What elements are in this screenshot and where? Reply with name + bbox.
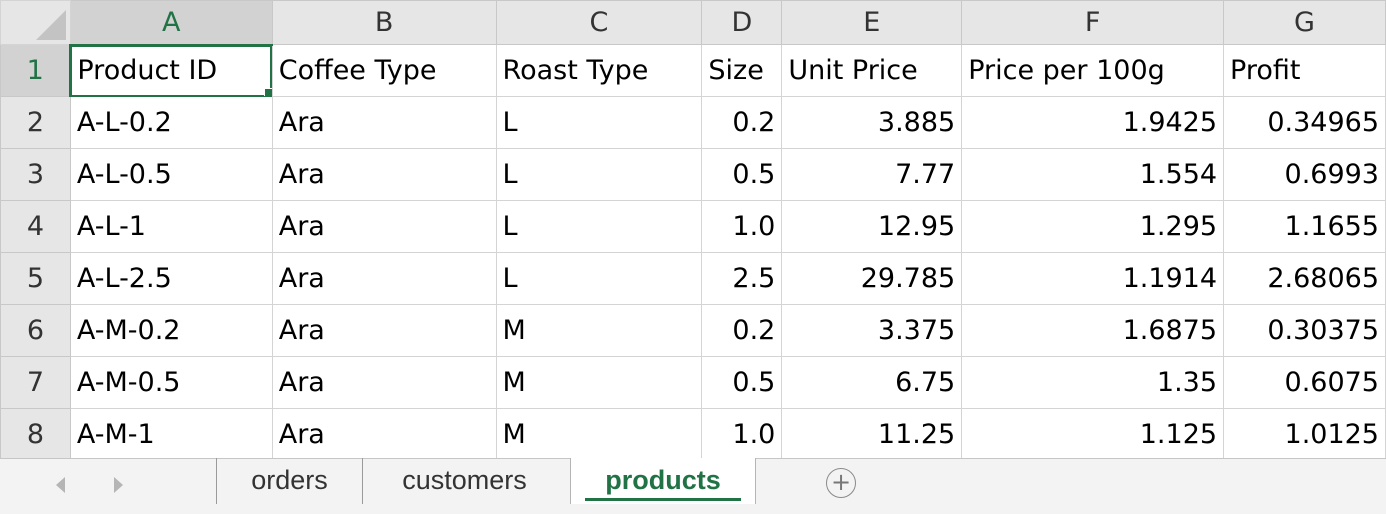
cell[interactable]: 6.75 (781, 356, 963, 409)
table-row: 8 A-M-1 Ara M 1.0 11.25 1.125 1.0125 (0, 408, 1386, 461)
cell[interactable]: 0.34965 (1223, 96, 1386, 149)
table-row: 2 A-L-0.2 Ara L 0.2 3.885 1.9425 0.34965 (0, 96, 1386, 149)
cell[interactable]: 3.885 (781, 96, 963, 149)
cell[interactable]: 1.295 (961, 200, 1225, 253)
table-row: 4 A-L-1 Ara L 1.0 12.95 1.295 1.1655 (0, 200, 1386, 253)
cell[interactable]: A-M-0.5 (69, 356, 273, 409)
table-row: 3 A-L-0.5 Ara L 0.5 7.77 1.554 0.6993 (0, 148, 1386, 201)
cell[interactable]: 0.5 (701, 148, 783, 201)
row-header[interactable]: 3 (0, 148, 71, 201)
cell[interactable]: 7.77 (781, 148, 963, 201)
cell[interactable]: Ara (271, 356, 497, 409)
cell[interactable]: Ara (271, 96, 497, 149)
cell[interactable]: Unit Price (781, 44, 963, 97)
column-header-f[interactable]: F (961, 0, 1225, 45)
column-header-b[interactable]: B (271, 0, 497, 45)
cell[interactable]: Ara (271, 252, 497, 305)
cell-a1[interactable]: Product ID (69, 44, 273, 97)
cell[interactable]: Roast Type (495, 44, 703, 97)
cell[interactable]: 1.9425 (961, 96, 1225, 149)
cell[interactable]: 0.30375 (1223, 304, 1386, 357)
cell[interactable]: 1.1914 (961, 252, 1225, 305)
cell[interactable]: Ara (271, 304, 497, 357)
cell[interactable]: Coffee Type (271, 44, 497, 97)
row-header[interactable]: 7 (0, 356, 71, 409)
cell[interactable]: 0.5 (701, 356, 783, 409)
cell[interactable]: L (495, 200, 703, 253)
cell[interactable]: Profit (1223, 44, 1386, 97)
spreadsheet-grid: A B C D E F G 1 Product ID Coffee Type R… (0, 0, 1386, 461)
table-row: 1 Product ID Coffee Type Roast Type Size… (0, 44, 1386, 97)
cell[interactable]: 1.35 (961, 356, 1225, 409)
cell[interactable]: 3.375 (781, 304, 963, 357)
cell[interactable]: M (495, 356, 703, 409)
row-header[interactable]: 2 (0, 96, 71, 149)
select-all-corner[interactable] (0, 0, 71, 45)
cell[interactable]: M (495, 304, 703, 357)
row-header[interactable]: 6 (0, 304, 71, 357)
row-header[interactable]: 4 (0, 200, 71, 253)
sheet-tab-products[interactable]: products (570, 458, 756, 504)
active-tab-underline (585, 498, 741, 501)
cell[interactable]: 12.95 (781, 200, 963, 253)
cell[interactable]: 1.6875 (961, 304, 1225, 357)
cell[interactable]: 0.6993 (1223, 148, 1386, 201)
cell[interactable]: A-L-1 (69, 200, 273, 253)
cell[interactable]: A-L-0.2 (69, 96, 273, 149)
cell[interactable]: 1.0 (701, 408, 783, 461)
sheet-tab-products-label: products (605, 465, 721, 495)
cell[interactable]: 1.1655 (1223, 200, 1386, 253)
sheet-tab-customers[interactable]: customers (362, 458, 566, 504)
table-row: 5 A-L-2.5 Ara L 2.5 29.785 1.1914 2.6806… (0, 252, 1386, 305)
column-header-g[interactable]: G (1223, 0, 1386, 45)
column-header-c[interactable]: C (495, 0, 703, 45)
cell[interactable]: 1.125 (961, 408, 1225, 461)
cell[interactable]: 0.2 (701, 96, 783, 149)
cell[interactable]: Ara (271, 408, 497, 461)
cell[interactable]: Size (701, 44, 783, 97)
cell[interactable]: 1.0 (701, 200, 783, 253)
cell[interactable]: M (495, 408, 703, 461)
table-row: 6 A-M-0.2 Ara M 0.2 3.375 1.6875 0.30375 (0, 304, 1386, 357)
cell[interactable]: 0.6075 (1223, 356, 1386, 409)
cell[interactable]: A-L-0.5 (69, 148, 273, 201)
cell[interactable]: L (495, 96, 703, 149)
cell[interactable]: 1.0125 (1223, 408, 1386, 461)
cell[interactable]: 0.2 (701, 304, 783, 357)
cell[interactable]: 2.68065 (1223, 252, 1386, 305)
cell[interactable]: A-M-0.2 (69, 304, 273, 357)
select-all-triangle-icon (35, 10, 66, 40)
row-header[interactable]: 5 (0, 252, 71, 305)
cell[interactable]: L (495, 252, 703, 305)
column-header-e[interactable]: E (781, 0, 963, 45)
cell[interactable]: 1.554 (961, 148, 1225, 201)
table-row: 7 A-M-0.5 Ara M 0.5 6.75 1.35 0.6075 (0, 356, 1386, 409)
cell[interactable]: A-M-1 (69, 408, 273, 461)
row-header[interactable]: 8 (0, 408, 71, 461)
cell-text: Product ID (77, 55, 218, 87)
column-header-d[interactable]: D (701, 0, 783, 45)
sheet-tab-bar: orders customers products + (0, 458, 1386, 514)
column-header-row: A B C D E F G (0, 0, 1386, 46)
cell[interactable]: L (495, 148, 703, 201)
cell[interactable]: 2.5 (701, 252, 783, 305)
cell[interactable]: Ara (271, 148, 497, 201)
cell[interactable]: 29.785 (781, 252, 963, 305)
cell[interactable]: Ara (271, 200, 497, 253)
cell[interactable]: A-L-2.5 (69, 252, 273, 305)
fill-handle[interactable] (263, 88, 272, 96)
add-sheet-plus-icon[interactable]: + (826, 468, 856, 498)
cell[interactable]: 11.25 (781, 408, 963, 461)
sheet-tab-orders[interactable]: orders (216, 458, 362, 504)
row-header[interactable]: 1 (0, 44, 72, 97)
column-header-a[interactable]: A (69, 0, 273, 46)
cell[interactable]: Price per 100g (961, 44, 1225, 97)
scroll-tabs-right-icon[interactable] (114, 477, 123, 493)
scroll-tabs-left-icon[interactable] (56, 477, 65, 493)
